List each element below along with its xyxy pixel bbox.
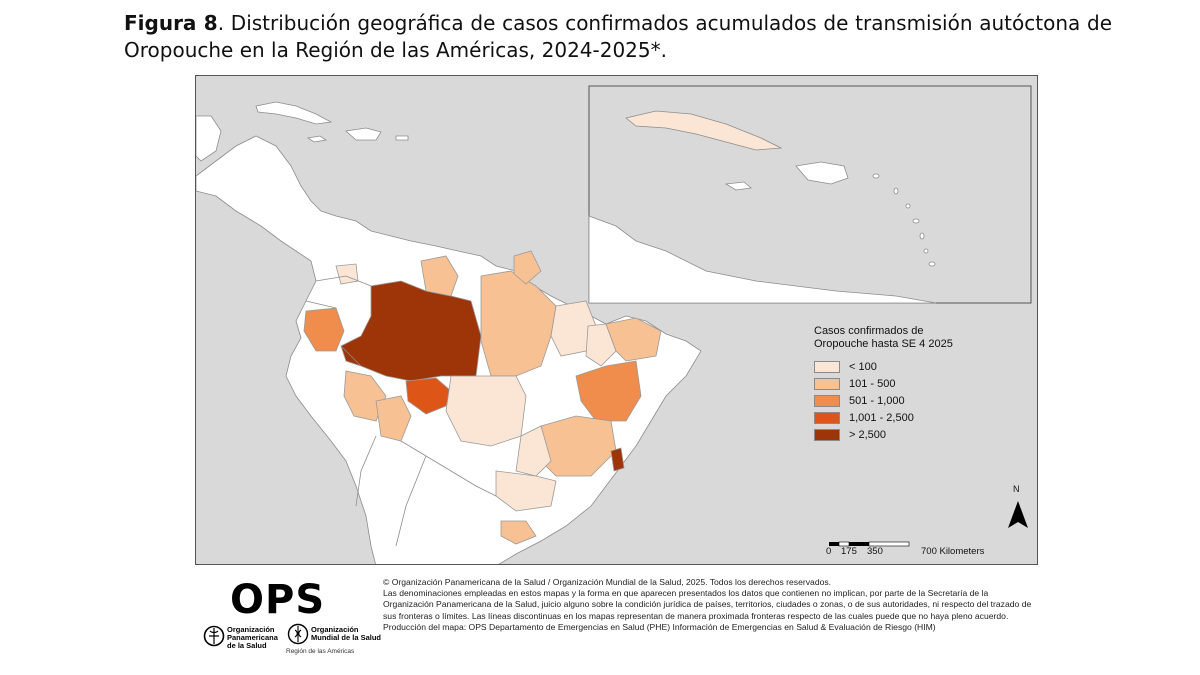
inset-hispaniola xyxy=(795,161,849,185)
legend-title: Casos confirmados de Oropouche hasta SE … xyxy=(814,325,953,350)
region-peru-south xyxy=(343,370,387,422)
paho-name: Organización Panamericana de la Salud xyxy=(227,625,278,650)
legend-label: 501 - 1,000 xyxy=(849,394,905,407)
legend-item: 101 - 500 xyxy=(814,375,1014,392)
region-goias xyxy=(515,425,552,477)
legend-item: < 100 xyxy=(814,358,1014,375)
scale-bar xyxy=(829,541,910,547)
region-subtitle: Región de las Américas xyxy=(286,648,355,655)
disclaimer-text: Las denominaciones empleadas en estos ma… xyxy=(383,588,1032,621)
map-frame xyxy=(195,75,1038,565)
legend-swatch xyxy=(814,411,840,424)
who-name: Organización Mundial de la Salud xyxy=(311,625,382,642)
scale-label-350: 350 xyxy=(867,546,883,557)
legend-swatch xyxy=(814,428,840,441)
inset-map xyxy=(588,85,1032,304)
figure-caption: Figura 8. Distribución geográfica de cas… xyxy=(124,10,1112,64)
legend-label: 1,001 - 2,500 xyxy=(849,411,914,424)
legend-swatch xyxy=(814,394,840,407)
legend-swatch xyxy=(814,360,840,373)
inset-jamaica xyxy=(724,181,752,191)
map-legend: Casos confirmados de Oropouche hasta SE … xyxy=(814,325,1014,443)
region-santa-catarina xyxy=(500,520,537,545)
legend-item: > 2,500 xyxy=(814,426,1014,443)
scale-label-700: 700 Kilometers xyxy=(921,546,985,557)
region-espirito-santo xyxy=(610,447,625,472)
region-piaui xyxy=(585,323,617,367)
scale-label-0: 0 xyxy=(826,546,832,557)
mexico-fragment xyxy=(196,115,222,162)
north-label: N xyxy=(1013,484,1020,494)
island-cuba xyxy=(255,101,333,125)
map-svg xyxy=(196,85,1032,564)
region-amapa xyxy=(513,250,542,285)
region-mato-grosso xyxy=(445,375,527,447)
legend-label: 101 - 500 xyxy=(849,377,896,390)
inset-lesser-antilles xyxy=(872,173,936,267)
figure-title: . Distribución geográfica de casos confi… xyxy=(124,11,1112,62)
production-text: Producción del mapa: OPS Departamento de… xyxy=(383,621,936,632)
copyright-text: © Organización Panamericana de la Salud … xyxy=(383,577,832,587)
footer-disclaimer: © Organización Panamericana de la Salud … xyxy=(383,577,1033,633)
legend-swatch xyxy=(814,377,840,390)
region-rondonia xyxy=(405,377,452,415)
who-emblem-icon xyxy=(287,623,309,645)
north-arrow xyxy=(1008,501,1028,528)
island-hispaniola xyxy=(345,127,382,141)
inset-south-america-coast xyxy=(588,215,937,304)
region-ceara-pernambuco xyxy=(605,317,662,362)
legend-label: > 2,500 xyxy=(849,428,887,441)
region-bolivia xyxy=(375,395,412,442)
region-roraima xyxy=(420,255,459,297)
figure-label: Figura 8 xyxy=(124,11,218,35)
legend-item: 1,001 - 2,500 xyxy=(814,409,1014,426)
inset-cuba xyxy=(625,110,783,151)
paho-emblem-icon xyxy=(203,625,225,647)
ops-logo: OPS xyxy=(230,577,326,623)
legend-item: 501 - 1,000 xyxy=(814,392,1014,409)
choropleth-regions xyxy=(303,250,662,545)
legend-items: < 100 101 - 500 501 - 1,000 1,001 - 2,500 > … xyxy=(814,358,1014,443)
island-puerto-rico xyxy=(395,135,409,141)
scale-bar-labels: 0 175 350 700 Kilometers xyxy=(826,546,996,560)
island-jamaica xyxy=(306,135,328,143)
country-borders xyxy=(305,275,497,547)
scale-label-175: 175 xyxy=(841,546,857,557)
legend-label: < 100 xyxy=(849,360,877,373)
region-bahia xyxy=(575,360,642,422)
